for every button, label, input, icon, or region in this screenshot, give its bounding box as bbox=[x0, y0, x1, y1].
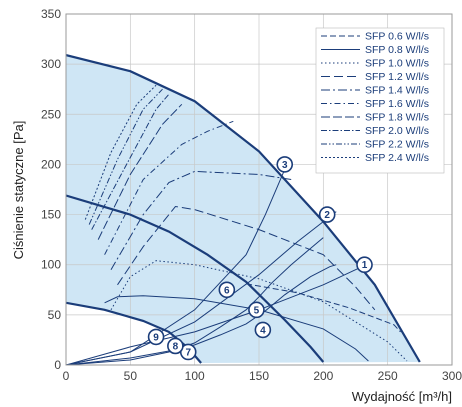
y-tick-label: 100 bbox=[41, 258, 61, 272]
y-tick-label: 150 bbox=[41, 208, 61, 222]
x-tick-labels: 0 50 100 150 200 250 300 bbox=[63, 369, 462, 383]
sfp-curve bbox=[110, 260, 408, 362]
x-tick-label: 300 bbox=[442, 369, 462, 383]
x-tick-label: 200 bbox=[313, 369, 333, 383]
sfp-curve bbox=[246, 283, 401, 333]
legend-label: SFP 1.8 W/l/s bbox=[365, 112, 429, 124]
x-tick-label: 150 bbox=[249, 369, 269, 383]
y-axis-title: Ciśnienie statyczne [Pa] bbox=[11, 121, 26, 260]
curves bbox=[66, 54, 421, 365]
marker-label: 2 bbox=[324, 210, 330, 221]
legend-box bbox=[315, 27, 445, 174]
system-curve bbox=[66, 237, 324, 365]
x-axis-title: Wydajność [m³/h] bbox=[352, 389, 452, 404]
legend-label: SFP 0.6 W/l/s bbox=[365, 31, 429, 43]
y-tick-label: 300 bbox=[41, 57, 61, 71]
x-tick-label: 100 bbox=[185, 369, 205, 383]
fan-curve bbox=[66, 194, 325, 363]
marker-label: 8 bbox=[173, 341, 179, 352]
marker-label: 3 bbox=[282, 160, 288, 171]
legend-label: SFP 0.8 W/l/s bbox=[365, 44, 429, 56]
legend-label: SFP 1.6 W/l/s bbox=[365, 98, 429, 110]
marker-circle bbox=[254, 321, 272, 339]
sfp-curve bbox=[110, 170, 292, 270]
sfp-curve bbox=[97, 103, 183, 240]
y-tick-label: 350 bbox=[41, 7, 61, 21]
plot-frame bbox=[65, 13, 453, 366]
sfp-curve bbox=[91, 93, 170, 230]
sfp-curve bbox=[117, 205, 376, 311]
legend-label: SFP 1.2 W/l/s bbox=[365, 71, 429, 83]
sfp-curve bbox=[104, 295, 369, 362]
marker-circle bbox=[218, 281, 236, 299]
grid-lines bbox=[66, 14, 452, 365]
y-tick-label: 0 bbox=[54, 358, 61, 372]
x-tick-label: 0 bbox=[63, 369, 70, 383]
x-tick-label: 250 bbox=[378, 369, 398, 383]
marker-label: 5 bbox=[254, 305, 260, 316]
y-tick-label: 50 bbox=[48, 308, 62, 322]
sfp-curve bbox=[104, 120, 234, 255]
y-tick-labels: 0 50 100 150 200 250 300 350 bbox=[41, 7, 61, 372]
legend-label: SFP 2.4 W/l/s bbox=[365, 152, 429, 164]
system-curve bbox=[66, 163, 288, 365]
marker-circle bbox=[248, 301, 265, 319]
marker-circle bbox=[147, 328, 165, 346]
marker-label: 1 bbox=[362, 260, 368, 271]
sfp-curve bbox=[88, 88, 163, 225]
marker-circle bbox=[318, 206, 336, 223]
marker-label: 7 bbox=[185, 347, 191, 358]
legend-label: SFP 2.2 W/l/s bbox=[365, 139, 429, 151]
sfp-curve bbox=[84, 84, 157, 220]
y-tick-label: 250 bbox=[41, 107, 61, 121]
marker-label: 6 bbox=[224, 285, 230, 296]
max-fan-curve bbox=[66, 54, 421, 363]
marker-circle bbox=[167, 337, 184, 355]
marker-label: 4 bbox=[260, 325, 266, 336]
marker-circle bbox=[276, 156, 294, 173]
marker-circle bbox=[356, 256, 373, 274]
legend-label: SFP 1.4 W/l/s bbox=[365, 85, 429, 97]
marker-label: 9 bbox=[153, 332, 159, 343]
system-curve bbox=[66, 264, 337, 365]
y-tick-label: 200 bbox=[41, 157, 61, 171]
operating-range-fill bbox=[66, 55, 420, 363]
system-curve bbox=[66, 263, 369, 365]
x-tick-label: 50 bbox=[124, 369, 138, 383]
legend-label: SFP 2.0 W/l/s bbox=[365, 125, 429, 137]
operating-point-markers: 1 2 3 45 6 78 9 bbox=[147, 156, 373, 361]
legend-label: SFP 1.0 W/l/s bbox=[365, 58, 429, 70]
